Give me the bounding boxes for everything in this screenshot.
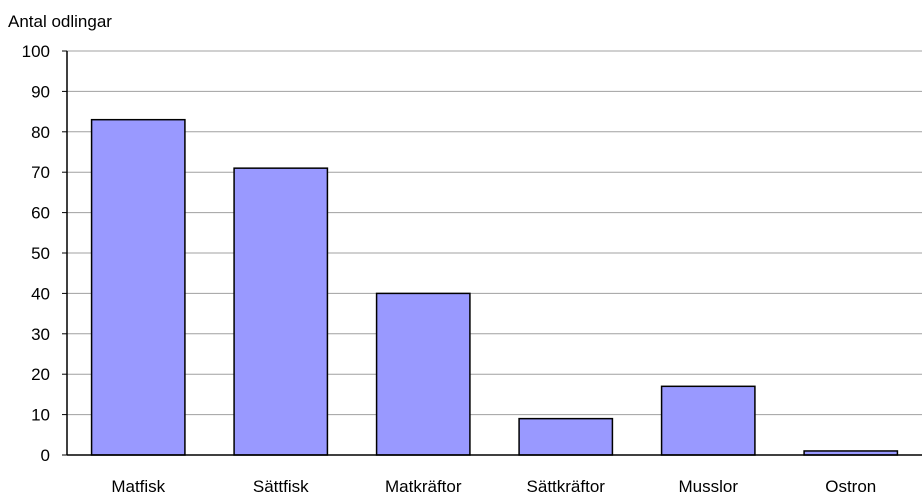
y-tick-label: 80 [31,123,50,142]
y-tick-label: 0 [41,446,50,465]
x-tick-label: Matkräftor [385,477,462,496]
y-axis-title: Antal odlingar [8,12,112,31]
y-tick-label: 60 [31,204,50,223]
x-tick-label: Musslor [678,477,738,496]
x-tick-label: Sättfisk [253,477,309,496]
y-tick-label: 50 [31,244,50,263]
x-tick-label: Ostron [825,477,876,496]
bar [660,385,756,456]
y-tick-label: 10 [31,406,50,425]
x-tick-label: Matfisk [111,477,165,496]
bar [375,292,471,456]
y-tick-label: 40 [31,284,50,303]
y-tick-label: 30 [31,325,50,344]
y-tick-label: 20 [31,365,50,384]
bar [90,118,186,456]
bar [518,417,614,456]
y-tick-label: 100 [22,42,50,61]
y-tick-label: 90 [31,82,50,101]
y-tick-label: 70 [31,163,50,182]
x-tick-label: Sättkräftor [527,477,606,496]
bar [233,167,329,456]
